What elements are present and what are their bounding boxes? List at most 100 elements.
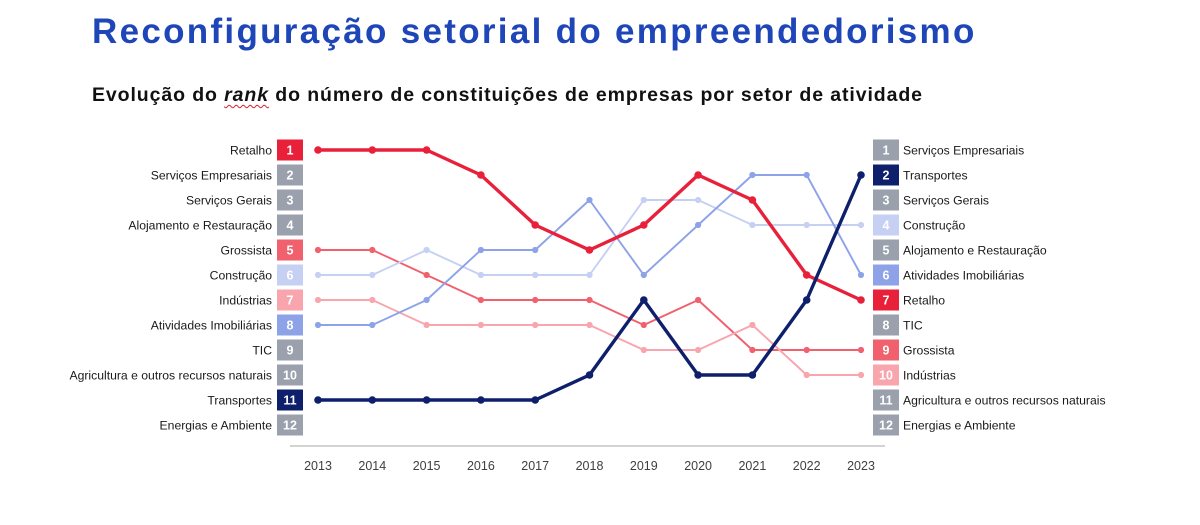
subtitle-end: do número de constituições de empresas p… — [268, 84, 923, 106]
left-sector-label: Retalho — [230, 144, 272, 158]
data-point-grossista — [803, 346, 810, 354]
rank-number: 7 — [883, 294, 890, 308]
data-point-construcao — [314, 271, 322, 279]
rank-box — [873, 239, 899, 261]
left-sector-label: Indústrias — [219, 294, 272, 308]
data-point-grossista — [586, 296, 593, 304]
rank-box — [873, 314, 899, 336]
data-point-industrias — [586, 321, 593, 329]
x-tick-label: 2018 — [576, 459, 604, 473]
data-point-atividades-imobiliarias — [423, 296, 430, 304]
data-point-grossista — [314, 246, 322, 254]
data-point-transportes — [857, 171, 865, 179]
page-title: Reconfiguração setorial do empreendedori… — [92, 12, 977, 51]
right-sector-label: Serviços Gerais — [903, 194, 989, 208]
rank-box — [277, 414, 303, 436]
rank-box — [277, 139, 303, 161]
x-tick-label: 2021 — [738, 459, 766, 473]
left-sector-label: Serviços Empresariais — [151, 169, 272, 183]
x-tick-label: 2019 — [630, 459, 658, 473]
right-sector-label: Retalho — [903, 294, 945, 308]
data-point-transportes — [802, 296, 811, 304]
right-rank-labels: 1 Serviços Empresariais 2 Transportes 3 Servi… — [873, 139, 1106, 436]
rank-box — [277, 164, 303, 186]
data-point-retalho — [694, 171, 702, 179]
rank-number: 11 — [283, 394, 296, 408]
data-point-grossista — [477, 296, 484, 304]
rank-box — [873, 139, 899, 161]
data-point-retalho — [802, 271, 811, 279]
data-point-retalho — [640, 221, 648, 229]
rank-box — [873, 164, 899, 186]
right-sector-label: Serviços Empresariais — [903, 144, 1024, 158]
right-sector-label: Construção — [903, 219, 966, 233]
right-sector-label: Energias e Ambiente — [903, 419, 1016, 433]
series-points — [314, 146, 865, 404]
x-tick-label: 2016 — [467, 459, 495, 473]
data-point-industrias — [477, 321, 484, 329]
data-point-grossista — [532, 296, 539, 304]
data-point-transportes — [314, 396, 322, 404]
rank-number: 2 — [287, 169, 294, 183]
rank-box — [277, 339, 303, 361]
data-point-transportes — [585, 371, 594, 379]
left-sector-label: Serviços Gerais — [186, 194, 272, 208]
rank-box — [277, 214, 303, 236]
x-tick-label: 2020 — [684, 459, 712, 473]
data-point-industrias — [314, 296, 322, 304]
rank-box — [277, 239, 303, 261]
rank-number: 6 — [287, 269, 294, 283]
data-point-retalho — [857, 296, 865, 304]
rank-number: 1 — [287, 144, 294, 158]
left-sector-label: TIC — [252, 344, 272, 358]
rank-box — [873, 339, 899, 361]
data-point-transportes — [640, 296, 648, 304]
rank-box — [277, 364, 303, 386]
data-point-construcao — [369, 271, 376, 279]
data-point-construcao — [477, 271, 484, 279]
rank-number: 3 — [883, 194, 890, 208]
rank-number: 9 — [883, 344, 890, 358]
rank-number: 5 — [287, 244, 294, 258]
left-rank-labels: 1 Retalho 2 Serviços Empresariais 3 Serviços … — [69, 139, 303, 436]
data-point-retalho — [422, 146, 431, 154]
data-point-construcao — [749, 221, 756, 229]
rank-number: 8 — [287, 319, 294, 333]
rank-box — [277, 264, 303, 286]
data-point-transportes — [368, 396, 377, 404]
data-point-atividades-imobiliarias — [314, 321, 322, 329]
data-point-construcao — [640, 196, 647, 204]
data-point-construcao — [532, 271, 539, 279]
data-point-atividades-imobiliarias — [803, 171, 810, 179]
rank-box — [873, 389, 899, 411]
data-point-retalho — [531, 221, 539, 229]
data-point-atividades-imobiliarias — [369, 321, 376, 329]
left-sector-label: Agricultura e outros recursos naturais — [69, 369, 272, 383]
right-sector-label: Alojamento e Restauração — [903, 244, 1047, 258]
rank-box — [277, 314, 303, 336]
rank-box — [277, 389, 303, 411]
data-point-grossista — [695, 296, 702, 304]
x-tick-label: 2013 — [304, 459, 332, 473]
data-point-grossista — [369, 246, 376, 254]
x-tick-label: 2014 — [358, 459, 386, 473]
data-point-industrias — [423, 321, 430, 329]
rank-box — [873, 189, 899, 211]
data-point-industrias — [749, 321, 756, 329]
chart-subtitle: Evolução do rank do número de constituiç… — [92, 84, 923, 107]
rank-number: 9 — [287, 344, 294, 358]
data-point-atividades-imobiliarias — [857, 271, 865, 279]
rank-box — [873, 414, 899, 436]
rank-number: 7 — [287, 294, 294, 308]
data-point-transportes — [694, 371, 702, 379]
data-point-transportes — [748, 371, 757, 379]
rank-number: 6 — [883, 269, 890, 283]
data-point-atividades-imobiliarias — [532, 246, 539, 254]
left-sector-label: Construção — [210, 269, 273, 283]
left-sector-label: Energias e Ambiente — [160, 419, 273, 433]
data-point-industrias — [857, 371, 865, 379]
series-line-transportes — [316, 173, 863, 402]
data-point-construcao — [695, 196, 702, 204]
right-sector-label: Transportes — [903, 169, 968, 183]
right-sector-label: TIC — [903, 319, 923, 333]
